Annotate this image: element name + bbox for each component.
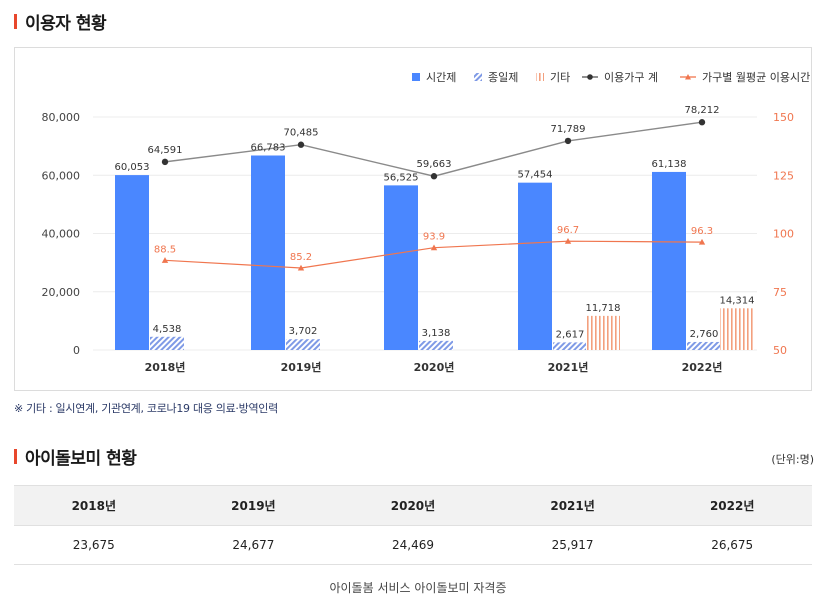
bar-fullday (419, 340, 453, 350)
point-label-households: 71,789 (551, 124, 586, 135)
table-row: 23,675 24,677 24,469 25,917 26,675 (14, 525, 812, 565)
usage-title-text: 이용자 현황 (25, 14, 107, 34)
table-cell: 23,675 (14, 525, 174, 565)
bar-other (720, 308, 754, 350)
x-tick-label: 2018년 (145, 360, 186, 374)
chart-footnote: ※ 기타 : 일시연계, 기관연계, 코로나19 대응 의료·방역인력 (14, 402, 278, 415)
point-label-monthly-hours: 85.2 (290, 252, 312, 263)
bar-label-other: 14,314 (720, 295, 755, 306)
title-accent-bar (14, 449, 17, 464)
bar-hourly (652, 171, 686, 350)
legend-marker-households (587, 74, 593, 80)
legend-swatch-fullday (474, 73, 482, 81)
point-households (564, 137, 572, 145)
point-label-households: 64,591 (148, 145, 183, 156)
y-right-tick-label: 100 (773, 228, 794, 241)
bar-label-fullday: 2,617 (556, 329, 585, 340)
babysitter-table: 2018년 2019년 2020년 2021년 2022년 23,675 24,… (14, 485, 812, 565)
point-monthly-hours (161, 257, 169, 263)
bar-hourly (251, 155, 285, 350)
point-label-households: 59,663 (417, 159, 452, 170)
bar-hourly (384, 185, 418, 350)
point-monthly-hours (297, 264, 305, 271)
babysitter-section-title: 아이돌보미 현황 (14, 444, 137, 469)
bar-label-hourly: 66,783 (251, 142, 286, 153)
legend-marker-monthly-hours (685, 74, 691, 80)
legend-label-other: 기타 (550, 71, 570, 84)
bar-label-hourly: 57,454 (518, 170, 553, 181)
bar-label-hourly: 56,525 (384, 172, 419, 183)
bar-other (586, 315, 620, 350)
y-left-tick-label: 20,000 (42, 286, 81, 299)
point-label-households: 70,485 (284, 128, 319, 139)
point-label-households: 78,212 (685, 105, 720, 116)
y-left-tick-label: 0 (73, 344, 80, 357)
bar-label-fullday: 3,138 (422, 328, 451, 339)
bar-fullday (687, 341, 721, 350)
line-monthly-hours (164, 240, 703, 269)
point-label-monthly-hours: 96.3 (691, 226, 713, 237)
bar-label-other: 11,718 (586, 303, 621, 314)
point-monthly-hours (698, 238, 706, 245)
point-label-monthly-hours: 88.5 (154, 244, 176, 255)
bar-fullday (286, 339, 320, 350)
bar-label-hourly: 61,138 (652, 159, 687, 170)
bar-label-hourly: 60,053 (115, 162, 150, 173)
y-left-tick-label: 40,000 (42, 228, 81, 241)
point-households (297, 141, 305, 148)
y-left-tick-label: 80,000 (42, 111, 81, 124)
x-tick-label: 2020년 (414, 360, 455, 374)
title-accent-bar (14, 14, 17, 29)
table-header-cell: 2018년 (14, 485, 174, 526)
unit-label: (단위:명) (771, 453, 814, 466)
table-header-row: 2018년 2019년 2020년 2021년 2022년 (14, 485, 812, 526)
footer-caption: 아이돌봄 서비스 아이돌보미 자격증 (329, 581, 507, 595)
table-cell: 26,675 (652, 525, 812, 565)
legend-swatch-other (536, 73, 544, 81)
point-households (161, 158, 169, 166)
table-header-cell: 2019년 (173, 485, 334, 526)
y-right-tick-label: 150 (773, 111, 794, 124)
y-right-tick-label: 125 (773, 169, 794, 182)
legend-label-monthly-hours: 가구별 월평균 이용시간 (702, 71, 810, 84)
bar-hourly (115, 175, 149, 350)
table-header-cell: 2022년 (652, 485, 812, 526)
table-header-cell: 2021년 (492, 485, 653, 526)
point-label-monthly-hours: 96.7 (557, 225, 579, 236)
table-cell: 25,917 (492, 525, 653, 565)
legend-label-fullday: 종일제 (488, 70, 518, 84)
point-households (698, 119, 706, 126)
table-cell: 24,469 (333, 525, 493, 565)
point-households (430, 173, 438, 180)
babysitter-title-text: 아이돌보미 현황 (25, 449, 137, 469)
x-tick-label: 2021년 (548, 360, 589, 374)
x-tick-label: 2019년 (281, 360, 322, 374)
bar-label-fullday: 3,702 (289, 326, 318, 337)
table-header-cell: 2020년 (333, 485, 493, 526)
bar-fullday (553, 342, 587, 350)
usage-chart: 0 20,000 40,000 60,000 80,000 50 75 100 125 150 20… (42, 70, 811, 374)
legend-swatch-hourly (412, 73, 420, 81)
point-label-monthly-hours: 93.9 (423, 232, 445, 243)
legend-label-households: 이용가구 계 (604, 71, 658, 84)
point-monthly-hours (430, 244, 438, 251)
bar-label-fullday: 4,538 (153, 324, 182, 335)
y-right-tick-label: 75 (773, 286, 787, 299)
table-cell: 24,677 (173, 525, 334, 565)
legend-label-hourly: 시간제 (426, 71, 456, 84)
y-left-tick-label: 60,000 (42, 169, 81, 182)
usage-chart-panel: 0 20,000 40,000 60,000 80,000 50 75 100 125 150 20… (14, 47, 812, 391)
x-tick-label: 2022년 (682, 360, 723, 374)
point-monthly-hours (564, 237, 572, 244)
bar-fullday (150, 336, 184, 350)
usage-section-title: 이용자 현황 (14, 9, 107, 34)
bar-label-fullday: 2,760 (690, 329, 719, 340)
bar-hourly (518, 182, 552, 350)
y-right-tick-label: 50 (773, 344, 787, 357)
